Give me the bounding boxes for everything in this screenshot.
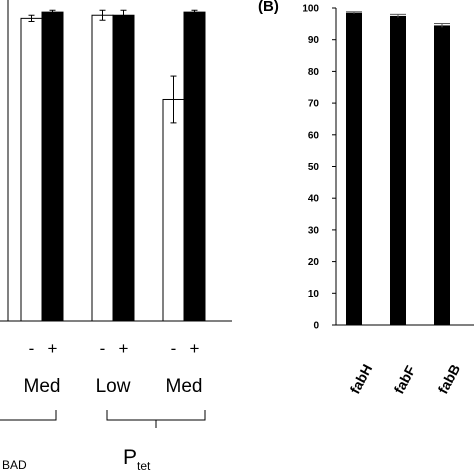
y-tick-label: 20: [308, 257, 320, 268]
promoter-label-sub: tet: [137, 459, 151, 473]
bar-plus: [112, 14, 135, 322]
condition-sign-label: -: [171, 339, 177, 358]
x-category-label: fabH: [347, 361, 376, 396]
group-label: Med: [166, 376, 203, 397]
y-tick-label: 30: [308, 225, 320, 236]
bar: [390, 15, 406, 326]
y-tick-label: 50: [308, 162, 320, 173]
x-category-label: fabB: [435, 361, 464, 396]
chart-panel-b: (B)0102030405060708090100fabHfabFfabBadh: [258, 0, 474, 396]
bar: [434, 25, 450, 326]
condition-sign-label: -: [29, 339, 35, 358]
promoter-bracket: [0, 410, 57, 421]
y-tick-label: 90: [308, 35, 320, 46]
y-tick-label: 70: [308, 99, 320, 110]
group-label: Low: [96, 376, 131, 397]
y-tick-label: 10: [308, 289, 320, 300]
y-tick-label: 40: [308, 194, 320, 205]
bar: [346, 12, 362, 325]
bar-plus: [183, 11, 206, 322]
promoter-bracket: [106, 410, 206, 428]
y-tick-label: 0: [313, 321, 319, 332]
promoter-label-sub: BAD: [2, 458, 27, 472]
y-tick-label: 80: [308, 67, 320, 78]
bar-minus: [162, 98, 185, 322]
bar-plus: [41, 11, 64, 322]
condition-sign-label: +: [119, 339, 129, 358]
condition-sign-label: -: [100, 339, 106, 358]
promoter-label: P: [123, 446, 137, 469]
condition-sign-label: +: [48, 339, 58, 358]
bar-minus: [20, 17, 43, 322]
panel-label: (B): [258, 0, 279, 15]
group-label: Med: [24, 376, 61, 397]
bar-minus: [91, 14, 114, 322]
x-category-label: fabF: [391, 362, 419, 396]
condition-sign-label: +: [190, 339, 200, 358]
y-tick-label: 100: [302, 4, 319, 15]
y-tick-label: 60: [308, 130, 320, 141]
